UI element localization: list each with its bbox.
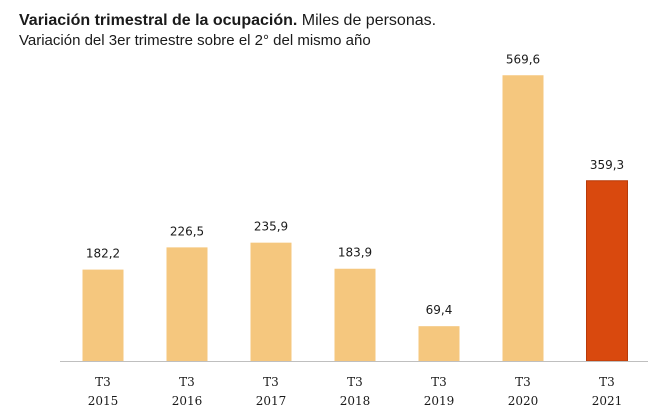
x-tick-year-2018: 2018 [340, 394, 371, 408]
bar-2020 [502, 75, 544, 361]
data-label-2015: 182,2 [86, 247, 120, 261]
chart-title-bold: Variación trimestral de la ocupación. [19, 12, 298, 29]
chart-title: Variación trimestral de la ocupación. Mi… [19, 10, 436, 31]
x-tick-quarter-2016: T3 [179, 375, 195, 389]
x-tick-quarter-2019: T3 [431, 375, 447, 389]
data-label-2020: 569,6 [506, 52, 540, 66]
x-tick-quarter-2021: T3 [599, 375, 615, 389]
x-tick-year-2015: 2015 [88, 394, 119, 408]
bar-2019 [418, 326, 460, 361]
data-label-2017: 235,9 [254, 220, 288, 234]
x-tick-quarter-2018: T3 [347, 375, 363, 389]
x-tick-year-2016: 2016 [172, 394, 203, 408]
chart-title-unit: Miles de personas. [297, 12, 437, 29]
bar-2021 [586, 180, 628, 362]
x-tick-quarter-2017: T3 [263, 375, 279, 389]
chart-subtitle: Variación del 3er trimestre sobre el 2° … [19, 32, 371, 49]
x-tick-quarter-2020: T3 [515, 375, 531, 389]
x-tick-year-2021: 2021 [592, 394, 623, 408]
x-tick-year-2017: 2017 [256, 394, 287, 408]
x-tick-year-2020: 2020 [508, 394, 539, 408]
bar-2018 [334, 268, 376, 361]
x-tick-year-2019: 2019 [424, 394, 455, 408]
bar-2017 [250, 242, 292, 361]
x-tick-quarter-2015: T3 [95, 375, 111, 389]
data-label-2018: 183,9 [338, 246, 372, 260]
data-label-2016: 226,5 [170, 224, 204, 238]
bar-2016 [166, 247, 208, 361]
data-label-2021: 359,3 [590, 158, 624, 172]
bar-2015 [82, 269, 124, 361]
chart-header: Variación trimestral de la ocupación. Mi… [19, 10, 436, 51]
data-label-2019: 69,4 [426, 303, 453, 317]
